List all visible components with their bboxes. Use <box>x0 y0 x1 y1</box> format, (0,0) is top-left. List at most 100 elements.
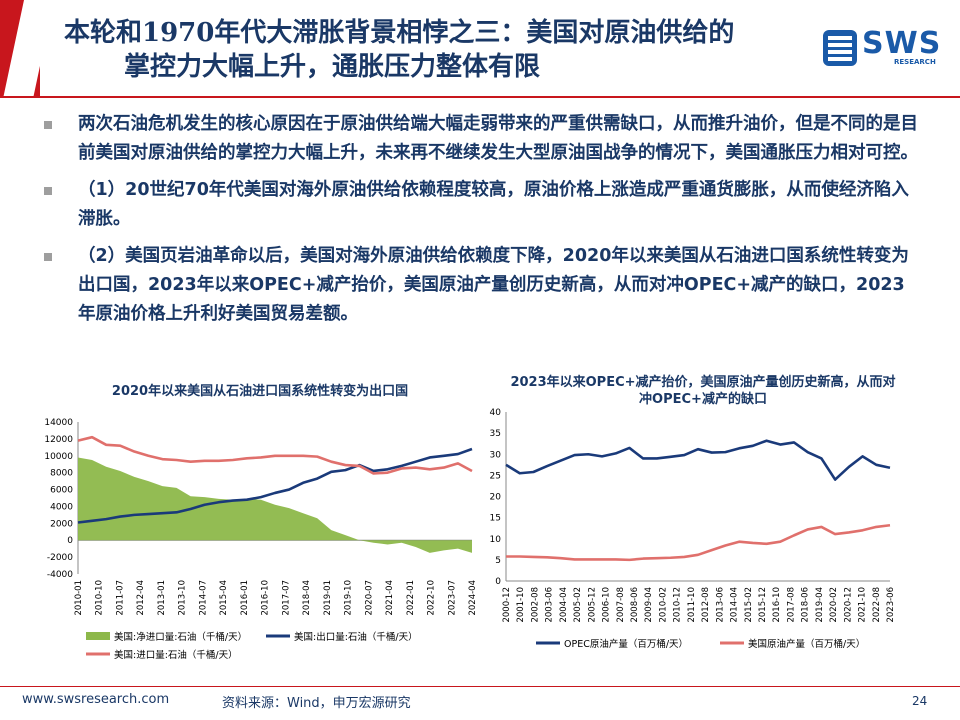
x-tick-label: 2018-06 <box>801 587 811 623</box>
chart-left-title: 2020年以来美国从石油进口国系统性转变为出口国 <box>111 384 409 399</box>
x-tick-label: 2020-12 <box>843 587 853 623</box>
y-tick-label: 8000 <box>50 469 73 479</box>
x-tick-label: 2017-08 <box>786 587 796 623</box>
bullet-square-icon <box>44 121 52 129</box>
x-tick-label: 2023-06 <box>886 587 896 623</box>
x-tick-label: 2003-06 <box>545 587 555 623</box>
y-tick-label: 40 <box>490 408 502 418</box>
x-tick-label: 2006-10 <box>602 587 612 623</box>
x-tick-label: 2011-10 <box>687 587 697 623</box>
x-tick-label: 2013-01 <box>157 580 167 616</box>
footer-source: 资料来源：Wind，申万宏源研究 <box>222 696 411 711</box>
x-tick-label: 2016-10 <box>261 580 271 616</box>
header-divider <box>0 96 960 98</box>
x-tick-label: 2009-04 <box>644 587 654 623</box>
bullet-item: （1）20世纪70年代美国对海外原油供给依赖程度较高，原油价格上涨造成严重通货膨… <box>40 176 920 234</box>
x-tick-label: 2020-07 <box>364 580 374 616</box>
x-tick-label: 2007-08 <box>616 587 626 623</box>
bullet-list: 两次石油危机发生的核心原因在于原油供给端大幅走弱带来的严重供需缺口，从而推升油价… <box>40 110 920 337</box>
bullet-square-icon <box>44 253 52 261</box>
x-tick-label: 2015-12 <box>758 587 768 623</box>
y-tick-label: 20 <box>490 493 502 503</box>
series-area <box>78 457 472 553</box>
x-tick-label: 2012-08 <box>701 587 711 623</box>
chart-right-title: 2023年以来OPEC+减产抬价，美国原油产量创历史新高，从而对冲OPEC+减产… <box>510 375 896 407</box>
sws-logo: SWS RESEARCH <box>820 22 940 70</box>
y-tick-label: 6000 <box>50 486 73 496</box>
chart-right: 0 5 10 15 20 25 30 35 40 2000-12 2001-10 2002-08 200… <box>490 408 896 650</box>
x-tick-label: 2000-12 <box>502 587 512 623</box>
x-tick-label: 2019-01 <box>323 580 333 616</box>
bullet-item: （2）美国页岩油革命以后，美国对海外原油供给依赖度下降，2020年以来美国从石油… <box>40 242 920 329</box>
y-tick-label: 0 <box>495 577 501 587</box>
chart-left: -4000 -2000 0 2000 4000 6000 8000 10000 12000 140… <box>44 418 478 661</box>
legend-label: 美国:进口量:石油（千桶/天） <box>114 649 238 661</box>
x-tick-label: 2002-08 <box>530 587 540 623</box>
x-tick-label: 2005-12 <box>587 587 597 623</box>
x-tick-label: 2015-02 <box>744 587 754 623</box>
y-tick-label: 35 <box>490 429 501 439</box>
x-tick-label: 2008-06 <box>630 587 640 623</box>
x-tick-label: 2012-04 <box>136 580 146 616</box>
bullet-item: 两次石油危机发生的核心原因在于原油供给端大幅走弱带来的严重供需缺口，从而推升油价… <box>40 110 920 168</box>
title-line-1: 本轮和1970年代大滞胀背景相悖之三：美国对原油供给的 <box>64 18 735 48</box>
x-tick-label: 2010-01 <box>74 580 84 616</box>
x-tick-label: 2013-10 <box>178 580 188 616</box>
legend-label: 美国:出口量:石油（千桶/天） <box>294 631 418 643</box>
x-tick-label: 2019-04 <box>815 587 825 623</box>
y-tick-label: 10000 <box>44 452 73 462</box>
x-tick-label: 2019-10 <box>344 580 354 616</box>
x-tick-label: 2020-02 <box>829 587 839 623</box>
x-tick-label: 2022-10 <box>427 580 437 616</box>
x-tick-label: 2011-07 <box>115 580 125 616</box>
bullet-text: （1）20世纪70年代美国对海外原油供给依赖程度较高，原油价格上涨造成严重通货膨… <box>78 180 909 229</box>
legend-label: 美国原油产量（百万桶/天） <box>748 638 865 650</box>
y-tick-label: 0 <box>67 536 73 546</box>
title-line-2: 掌控力大幅上升，通胀压力整体有限 <box>124 52 541 82</box>
x-tick-label: 2022-08 <box>872 587 882 623</box>
x-tick-label: 2015-04 <box>219 580 229 616</box>
legend-swatch <box>86 632 110 640</box>
x-tick-label: 2010-02 <box>658 587 668 623</box>
series-line <box>77 435 473 475</box>
x-tick-label: 2022-01 <box>406 580 416 616</box>
x-tick-label: 2014-07 <box>198 580 208 616</box>
x-tick-label: 2010-10 <box>95 580 105 616</box>
bullet-square-icon <box>44 187 52 195</box>
bullet-text: （2）美国页岩油革命以后，美国对海外原油供给依赖度下降，2020年以来美国从石油… <box>78 246 909 324</box>
series-line <box>77 447 473 524</box>
x-tick-label: 2005-02 <box>573 587 583 623</box>
y-tick-label: 10 <box>490 535 502 545</box>
series-line <box>506 523 891 562</box>
x-tick-label: 2016-10 <box>772 587 782 623</box>
legend-label: OPEC原油产量（百万桶/天） <box>564 638 688 650</box>
y-tick-label: -4000 <box>47 570 73 580</box>
x-tick-label: 2001-10 <box>516 587 526 623</box>
x-tick-label: 2023-07 <box>447 580 457 616</box>
y-tick-label: 4000 <box>50 502 73 512</box>
x-tick-label: 2010-12 <box>673 587 683 623</box>
x-tick-label: 2014-04 <box>730 587 740 623</box>
y-tick-label: 30 <box>490 450 502 460</box>
legend-label: 美国:净进口量:石油（千桶/天） <box>114 631 247 643</box>
series-line <box>505 439 891 481</box>
x-tick-label: 2018-04 <box>302 580 312 616</box>
x-tick-label: 2021-10 <box>858 587 868 623</box>
footer-url[interactable]: www.swsresearch.com <box>22 692 170 707</box>
bullet-text: 两次石油危机发生的核心原因在于原油供给端大幅走弱带来的严重供需缺口，从而推升油价… <box>78 114 918 163</box>
x-tick-label: 2021-04 <box>385 580 395 616</box>
y-tick-label: -2000 <box>47 553 73 563</box>
y-tick-label: 15 <box>490 514 501 524</box>
x-tick-label: 2017-07 <box>281 580 291 616</box>
sws-logo-subtext: RESEARCH <box>894 58 936 66</box>
page-title: 本轮和1970年代大滞胀背景相悖之三：美国对原油供给的 掌控力大幅上升，通胀压力… <box>64 16 824 84</box>
sws-logo-icon <box>823 30 857 66</box>
footer-divider <box>0 686 960 687</box>
x-tick-label: 2013-06 <box>715 587 725 623</box>
x-tick-label: 2016-01 <box>240 580 250 616</box>
y-tick-label: 12000 <box>44 435 73 445</box>
y-tick-label: 14000 <box>44 418 73 428</box>
y-tick-label: 2000 <box>50 519 73 529</box>
y-tick-label: 25 <box>490 471 501 481</box>
y-tick-label: 5 <box>495 556 501 566</box>
